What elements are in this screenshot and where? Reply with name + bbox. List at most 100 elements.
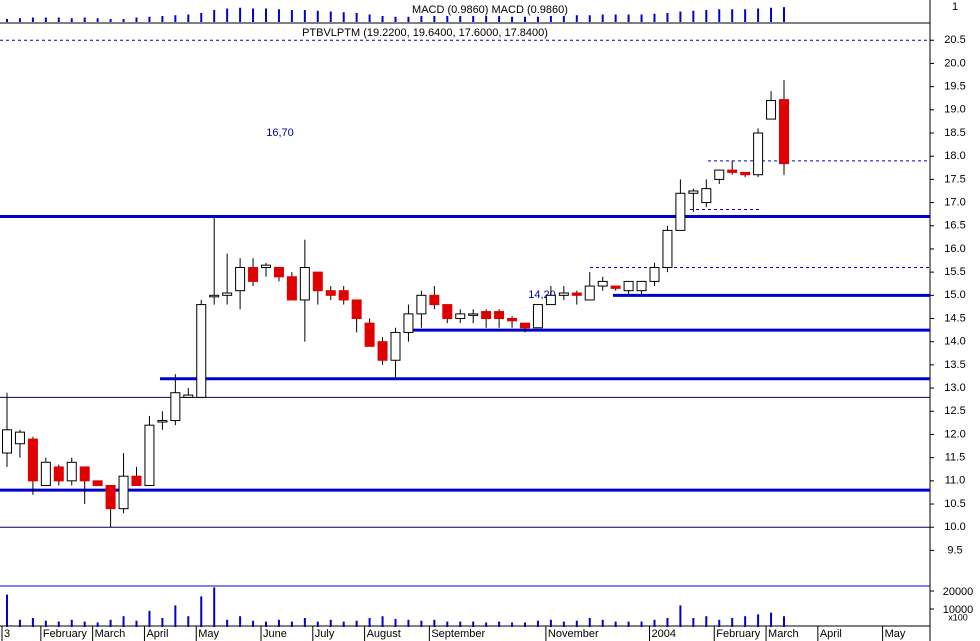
candle-body [286, 276, 297, 301]
candle-body [779, 99, 789, 165]
x-tick-label: February [43, 628, 88, 640]
candle-body [701, 188, 712, 204]
x-tick-label: February [716, 628, 761, 640]
candle-body [79, 466, 90, 482]
candle-body [494, 311, 505, 320]
chart-title: PTBVLPTM (19.2200, 19.6400, 17.6000, 17.… [302, 27, 548, 39]
x-tick-label: July [315, 628, 335, 640]
candle-body [403, 313, 414, 333]
candle-body [558, 292, 569, 296]
y-tick-label: 9.5 [947, 544, 962, 556]
candle-body [248, 266, 259, 282]
candle-body [610, 285, 621, 289]
candle-body [131, 475, 142, 486]
candle-body [662, 229, 673, 268]
x-tick-label: 2004 [652, 628, 676, 640]
candle-body [2, 429, 12, 454]
candle-body [209, 294, 220, 298]
y-tick-label: 18.5 [944, 127, 965, 139]
candle-body [636, 280, 647, 292]
x-tick-label: May [885, 628, 906, 640]
y-tick-label: 18.0 [944, 150, 965, 162]
candle-body [299, 266, 310, 301]
y-tick-label: 11.0 [945, 475, 966, 487]
candle-body [714, 169, 725, 180]
y-tick-label: 14.5 [944, 312, 965, 324]
candle-body [675, 192, 686, 231]
y-tick-label: 14.0 [944, 336, 965, 348]
candle-body [727, 169, 738, 173]
candle-body [507, 318, 518, 322]
candle-body [261, 264, 271, 268]
y-tick-label: 15.5 [944, 266, 965, 278]
macd-label: MACD (0.9860) MACD (0.9860) [412, 4, 568, 16]
candle-body [27, 438, 38, 482]
candle-body [92, 480, 103, 486]
x-tick-label: March [768, 628, 799, 640]
candle-body [520, 322, 530, 329]
x-tick-label: April [146, 628, 168, 640]
y-tick-label: 10.5 [944, 498, 965, 510]
candle-body [312, 271, 323, 292]
candle-body [222, 292, 233, 296]
y-tick-label: 16.5 [944, 220, 965, 232]
y-tick-label: 10.0 [944, 521, 965, 533]
candle-body [235, 266, 246, 292]
y-tick-label: 16.0 [944, 243, 965, 255]
y-tick-label: 11.5 [945, 452, 966, 464]
macd-tick-label: 1 [952, 1, 958, 13]
candle-body [455, 313, 466, 320]
x-tick-label: November [548, 628, 599, 640]
candle-body [429, 294, 440, 306]
candle-body [351, 299, 362, 320]
candle-body [183, 394, 194, 398]
candle-body [157, 420, 168, 423]
y-tick-label: 12.5 [944, 405, 965, 417]
candle-body [377, 341, 388, 361]
candle-body [364, 322, 375, 347]
x-tick-label: April [820, 628, 842, 640]
candle-body [649, 266, 660, 282]
volume-tick-label: 20000 [943, 586, 974, 598]
y-tick-label: 20.0 [944, 57, 965, 69]
candle-body [196, 304, 207, 398]
x-tick-label: June [263, 628, 287, 640]
volume-unit: x100 [948, 612, 968, 622]
candle-body [105, 484, 116, 510]
y-tick-label: 19.0 [944, 104, 965, 116]
candle-body [571, 292, 582, 296]
y-tick-label: 19.5 [944, 81, 965, 93]
candle-body [144, 424, 155, 486]
candle-body [66, 461, 77, 482]
candle-body [442, 304, 453, 320]
candle-body [740, 171, 751, 176]
candle-body [597, 280, 608, 287]
x-tick-label: September [431, 628, 485, 640]
candle-body [118, 475, 129, 510]
annotation: 16,70 [266, 127, 294, 139]
candle-body [468, 313, 479, 316]
y-tick-label: 12.0 [944, 428, 965, 440]
y-tick-label: 17.0 [944, 196, 965, 208]
candle-body [390, 331, 401, 361]
candle-body [273, 266, 284, 278]
candle-body [623, 280, 634, 292]
candle-body [766, 100, 777, 120]
y-tick-label: 13.5 [944, 359, 965, 371]
volume-tick-label: 10000 [943, 604, 974, 616]
candle-body [481, 311, 492, 320]
x-tick-label: March [95, 628, 126, 640]
candle-body [416, 294, 427, 315]
x-tick-label: 3 [4, 628, 10, 640]
candle-body [40, 461, 51, 486]
candle-body [14, 431, 25, 445]
y-tick-label: 15.0 [944, 289, 965, 301]
x-tick-label: August [367, 628, 401, 640]
candle-body [753, 132, 764, 176]
candle-body [170, 392, 181, 422]
candle-body [53, 466, 64, 482]
candle-body [584, 285, 595, 301]
candle-body [325, 290, 336, 296]
